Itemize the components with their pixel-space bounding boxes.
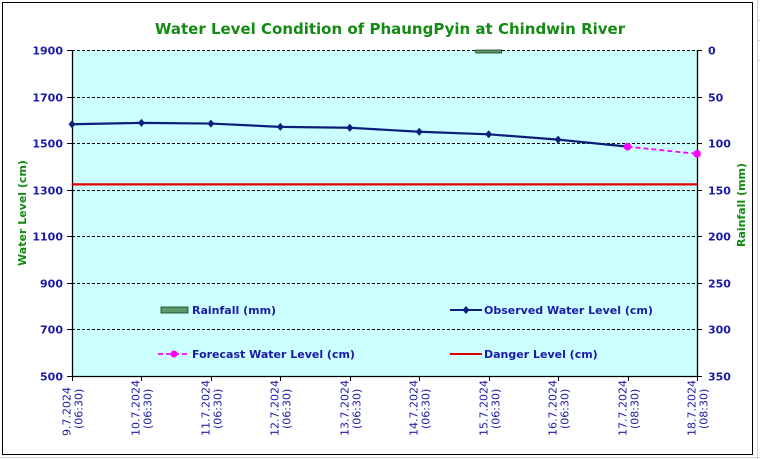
x-tick-time: (06:30)	[490, 389, 503, 429]
legend-item: Forecast Water Level (cm)	[158, 348, 355, 361]
observed-water-level-point	[485, 130, 493, 139]
legend-item: Danger Level (cm)	[450, 348, 598, 361]
x-tick-label: 16.7.2024 (06:30)	[547, 380, 572, 436]
forecast-water-level-point	[623, 142, 632, 151]
observed-water-level-point	[346, 123, 354, 132]
x-tick-date: 9.7.2024	[61, 387, 74, 436]
x-tick-time: (06:30)	[351, 389, 364, 429]
y2-axis-label: Rainfall (mm)	[735, 163, 748, 247]
x-tick-date: 11.7.2024	[200, 380, 213, 436]
x-tick-label: 18.7.2024 (08:30)	[686, 380, 711, 436]
y-tick-label: 700	[40, 324, 63, 337]
y-tick-label: 500	[40, 371, 63, 384]
y2-tick-label: 300	[708, 324, 731, 337]
y2-tick-label: 250	[708, 278, 731, 291]
y-axis-label: Water Level (cm)	[16, 160, 29, 266]
legend-item: Rainfall (mm)	[160, 304, 276, 317]
x-tick-label: 14.7.2024 (06:30)	[408, 380, 433, 436]
legend-marker-forecast	[170, 350, 178, 358]
x-tick-date: 12.7.2024	[269, 380, 282, 436]
y2-tick-label: 150	[708, 185, 731, 198]
x-tick-date: 17.7.2024	[617, 380, 630, 436]
y-tick-label: 1100	[32, 231, 63, 244]
legend-marker-observed	[462, 306, 470, 314]
x-tick-date: 13.7.2024	[339, 380, 352, 436]
observed-water-level-point	[68, 120, 76, 129]
series-marks	[68, 49, 701, 186]
observed-water-level-point	[554, 135, 562, 144]
legend-label: Danger Level (cm)	[484, 348, 598, 361]
y-tick-label: 1500	[32, 138, 63, 151]
x-tick-date: 15.7.2024	[478, 380, 491, 436]
observed-water-level-point	[207, 119, 215, 128]
rainfall-bar	[475, 49, 503, 54]
y-axis-ticks: 500 700 900 1100 1300 1500 1700 1900	[32, 45, 72, 384]
x-tick-label: 9.7.2024 (06:30)	[61, 387, 86, 436]
x-tick-time: (06:30)	[559, 389, 572, 429]
y2-tick-label: 200	[708, 231, 731, 244]
legend-label: Observed Water Level (cm)	[484, 304, 653, 317]
observed-water-level-point	[276, 122, 284, 131]
x-tick-time: (06:30)	[212, 389, 225, 429]
x-tick-time: (06:30)	[420, 389, 433, 429]
axes	[71, 50, 699, 378]
observed-water-level-point	[415, 127, 423, 136]
x-tick-time: (06:30)	[73, 389, 86, 429]
x-tick-time: (08:30)	[629, 389, 642, 429]
y2-tick-label: 100	[708, 138, 731, 151]
y2-tick-label: 50	[708, 92, 724, 105]
legend-swatch-rainfall	[160, 306, 189, 314]
y2-tick-label: 0	[708, 45, 716, 58]
x-tick-label: 15.7.2024 (06:30)	[478, 380, 503, 436]
legend-label: Rainfall (mm)	[192, 304, 276, 317]
x-tick-time: (06:30)	[281, 389, 294, 429]
x-tick-date: 18.7.2024	[686, 380, 699, 436]
x-axis-ticks: 9.7.2024 (06:30) 10.7.2024 (06:30) 11.7.2024…	[61, 376, 711, 436]
x-tick-label: 10.7.2024 (06:30)	[130, 380, 155, 436]
x-tick-time: (06:30)	[142, 389, 155, 429]
observed-water-level-point	[137, 118, 145, 127]
x-tick-label: 11.7.2024 (06:30)	[200, 380, 225, 436]
y2-tick-label: 350	[708, 371, 731, 384]
x-tick-label: 12.7.2024 (06:30)	[269, 380, 294, 436]
x-tick-date: 14.7.2024	[408, 380, 421, 436]
x-tick-date: 10.7.2024	[130, 380, 143, 436]
forecast-water-level-point	[693, 150, 701, 158]
y-tick-label: 1900	[32, 45, 63, 58]
x-tick-date: 16.7.2024	[547, 380, 560, 436]
y-tick-label: 1700	[32, 92, 63, 105]
y2-axis-ticks: 0 50 100 150 200 250 300 350	[697, 45, 731, 384]
y-tick-label: 900	[40, 278, 63, 291]
chart-title: Water Level Condition of PhaungPyin at C…	[155, 20, 626, 38]
legend-item: Observed Water Level (cm)	[450, 304, 653, 317]
y-tick-label: 1300	[32, 185, 63, 198]
plot-area	[72, 50, 697, 376]
legend: Rainfall (mm) Forecast Water Level (cm) Ob…	[158, 304, 653, 361]
x-tick-label: 13.7.2024 (06:30)	[339, 380, 364, 436]
x-tick-time: (08:30)	[698, 389, 711, 429]
x-tick-label: 17.7.2024 (08:30)	[617, 380, 642, 436]
legend-label: Forecast Water Level (cm)	[192, 348, 355, 361]
forecast-water-level-line	[627, 145, 698, 155]
